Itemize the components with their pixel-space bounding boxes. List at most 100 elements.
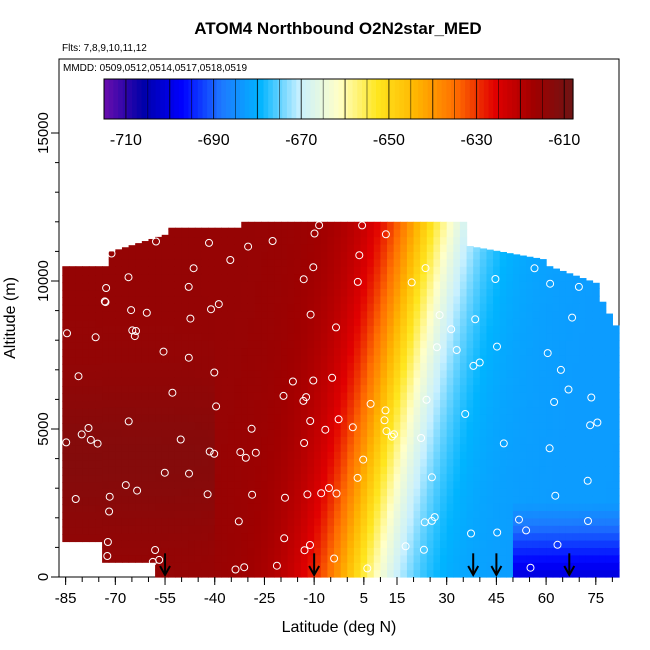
heatmap-cell (400, 355, 408, 363)
heatmap-cell (334, 569, 342, 578)
heatmap-cell (440, 466, 448, 474)
heatmap-cell (247, 325, 256, 334)
heatmap-cell (373, 384, 382, 393)
heatmap-cell (420, 488, 428, 497)
sample-point (207, 305, 215, 314)
heatmap-cell (420, 221, 428, 230)
heatmap-cell (95, 437, 103, 446)
heatmap-cell (367, 414, 375, 423)
heatmap-cell (572, 466, 580, 474)
heatmap-cell (565, 295, 574, 304)
heatmap-cell (559, 421, 567, 430)
heatmap-cell (241, 473, 249, 482)
heatmap-cell (433, 332, 441, 341)
heatmap-cell (592, 473, 600, 482)
heatmap-cell (221, 562, 229, 571)
heatmap-cell (612, 421, 620, 430)
heatmap-cell (148, 295, 156, 304)
heatmap-cell (453, 466, 461, 474)
heatmap-cell (88, 371, 97, 380)
heatmap-cell (347, 392, 355, 400)
heatmap-cell (367, 318, 375, 326)
heatmap-cell (128, 517, 136, 526)
heatmap-cell (486, 249, 494, 252)
heatmap-cell (367, 436, 375, 445)
heatmap-cell (499, 369, 507, 378)
heatmap-cell (546, 443, 554, 452)
heatmap-cell (221, 303, 229, 312)
heatmap-cell (340, 488, 348, 497)
heatmap-cell (82, 289, 90, 298)
heatmap-cell (340, 236, 348, 245)
heatmap-cell (373, 310, 382, 319)
heatmap-cell (300, 569, 309, 578)
colorbar-band (122, 79, 129, 119)
sample-point (553, 540, 562, 549)
heatmap-cell (532, 480, 541, 489)
heatmap-cell (208, 377, 216, 386)
heatmap-cell (340, 325, 348, 334)
heatmap-cell (479, 429, 488, 437)
heatmap-cell (526, 369, 534, 378)
heatmap-cell (181, 362, 189, 371)
heatmap-cell (88, 519, 97, 528)
heatmap-cell (387, 355, 395, 363)
heatmap-cell (334, 392, 342, 400)
heatmap-cell (546, 495, 554, 504)
heatmap-cell (479, 554, 488, 563)
heatmap-cell (585, 399, 594, 408)
heatmap-cell (174, 347, 183, 356)
heatmap-cell (95, 289, 103, 298)
heatmap-cell (400, 451, 408, 460)
heatmap-cell (135, 266, 143, 275)
heatmap-cell (546, 310, 554, 319)
heatmap-cell (234, 236, 242, 245)
heatmap-cell (552, 362, 560, 371)
heatmap-cell (585, 406, 594, 415)
heatmap-cell (453, 281, 461, 289)
heatmap-cell (82, 386, 90, 395)
heatmap-cell (413, 229, 421, 238)
heatmap-cell (155, 318, 163, 326)
heatmap-cell (559, 355, 567, 363)
heatmap-cell (141, 258, 150, 267)
heatmap-cell (380, 251, 388, 260)
heatmap-cell (287, 488, 295, 497)
heatmap-cell (300, 244, 309, 252)
heatmap-cell (221, 244, 229, 252)
heatmap-cell (539, 540, 547, 548)
heatmap-cell (599, 517, 607, 526)
heatmap-cell (585, 310, 594, 319)
heatmap-cell (208, 525, 216, 534)
heatmap-cell (420, 377, 428, 386)
sample-point (491, 275, 500, 283)
heatmap-cell (380, 443, 388, 452)
heatmap-cell (493, 399, 501, 408)
heatmap-cell (247, 258, 256, 267)
heatmap-cell (612, 362, 620, 371)
heatmap-cell (188, 362, 196, 371)
colorbar-band (136, 79, 143, 119)
heatmap-cell (254, 392, 262, 400)
heatmap-cell (612, 503, 620, 511)
heatmap-cell (353, 266, 362, 275)
heatmap-cell (174, 569, 183, 578)
heatmap-cell (95, 423, 103, 432)
heatmap-cell (367, 303, 375, 312)
colorbar-band (465, 79, 471, 119)
heatmap-cell (605, 429, 613, 437)
heatmap-cell (565, 392, 574, 400)
heatmap-cell (486, 503, 494, 511)
colorbar-band (240, 79, 246, 119)
heatmap-cell (506, 332, 514, 341)
heatmap-cell (88, 378, 97, 387)
heatmap-cell (115, 406, 123, 415)
heatmap-cell (115, 480, 123, 489)
heatmap-cell (95, 430, 103, 439)
heatmap-cell (565, 273, 574, 275)
sample-point (236, 448, 245, 457)
sample-point (105, 492, 114, 501)
heatmap-cell (519, 347, 527, 356)
heatmap-cell (75, 430, 83, 439)
heatmap-cell (62, 319, 70, 328)
